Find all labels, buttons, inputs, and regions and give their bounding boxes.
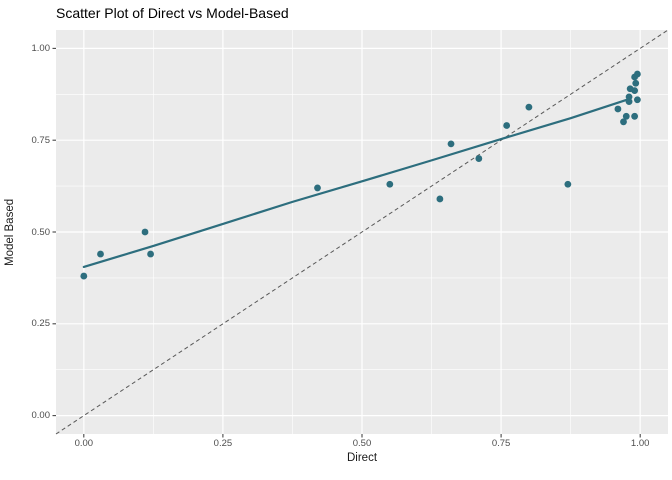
data-point <box>625 98 633 106</box>
data-point <box>436 195 444 203</box>
data-point <box>97 250 104 258</box>
x-tick-label: 0.25 <box>213 438 233 449</box>
chart-title: Scatter Plot of Direct vs Model-Based <box>56 5 289 21</box>
x-tick-label: 0.75 <box>491 438 511 449</box>
data-point <box>634 70 641 78</box>
y-tick-label: 0.50 <box>31 226 51 238</box>
data-point <box>632 79 640 87</box>
x-tick-label: 0.00 <box>74 438 94 449</box>
data-point <box>634 96 641 104</box>
identity-line <box>55 29 669 435</box>
data-point <box>614 105 622 113</box>
y-tick-label: 0.00 <box>31 410 51 422</box>
data-point <box>622 112 630 120</box>
x-axis-title: Direct <box>346 452 378 464</box>
data-point <box>147 250 154 258</box>
data-point <box>314 184 321 192</box>
data-point <box>625 93 633 101</box>
trend-line <box>82 97 631 268</box>
y-tick-label: 0.75 <box>31 134 51 146</box>
data-point <box>447 140 455 148</box>
data-point <box>80 272 88 280</box>
x-tick-label: 1.00 <box>630 438 650 449</box>
data-point <box>503 122 511 129</box>
data-point <box>386 180 394 188</box>
data-point <box>564 180 572 188</box>
x-tick-label: 0.50 <box>352 438 372 449</box>
data-point <box>141 228 149 236</box>
y-tick-label: 0.25 <box>31 318 51 330</box>
data-point <box>620 118 627 126</box>
data-point <box>626 85 634 93</box>
data-point <box>525 103 533 111</box>
y-tick-label: 1.00 <box>31 42 51 54</box>
data-point <box>475 155 483 162</box>
data-point <box>631 112 639 120</box>
